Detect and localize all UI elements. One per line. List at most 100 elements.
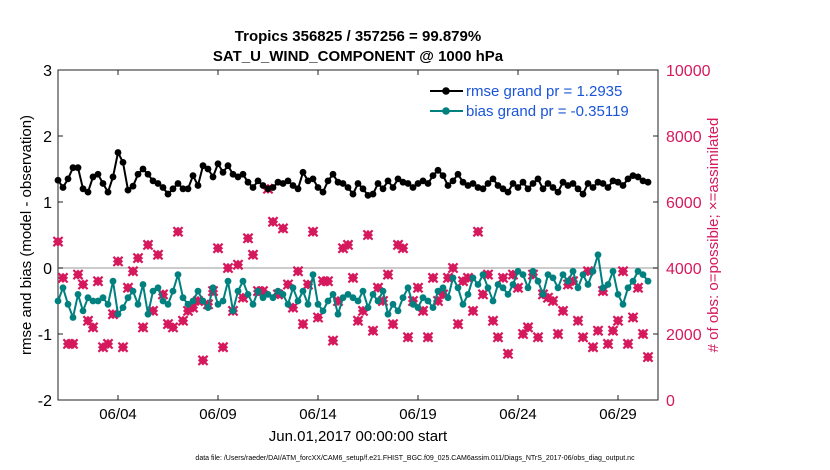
rmse-point [204,165,212,173]
bias-point [314,300,322,308]
bias-point [284,300,292,308]
obs-count-point [577,331,589,343]
bias-point [174,271,182,278]
rmse-point [149,177,157,185]
rmse-point [454,170,462,178]
rmse-point [414,180,422,187]
obs-count-point [477,289,489,300]
y-tick-label: 0 [43,261,52,278]
obs-count-point [92,275,104,287]
bias-point [629,277,637,285]
rmse-point [614,178,622,186]
bias-point [69,314,77,321]
bias-point [74,291,82,298]
rmse-point [494,182,502,189]
rmse-point [69,164,77,172]
y-tick-label: 3 [43,63,52,80]
rmse-point [299,168,307,176]
rmse-point [279,180,287,187]
obs-count-point [102,338,114,350]
bias-point [334,310,342,318]
obs-count-point [497,272,509,284]
obs-count-point [322,275,334,287]
bias-point [544,271,552,278]
rmse-point [439,172,447,180]
legend: rmse grand pr = 1.2935 bias grand pr = -… [424,78,652,122]
obs-count-point [82,315,94,327]
bias-point [639,271,647,278]
rmse-point [184,185,192,193]
bias-point [489,297,497,305]
rmse-point [314,184,322,191]
rmse-point [119,159,127,166]
rmse-point [359,185,367,193]
rmse-point [549,184,557,191]
rmse-point [524,185,532,193]
bias-point [149,287,157,295]
rmse-point [459,178,467,186]
obs-count-point [77,279,89,290]
obs-count-point [117,341,129,353]
obs-count-point [447,262,459,274]
y-axis-label: rmse and bias (model - observation) [18,115,35,355]
rmse-point [84,188,92,196]
y-tick-label-right: 2000 [666,327,702,344]
bias-point [254,287,262,295]
bias-point [444,294,452,302]
rmse-point [319,188,327,196]
bias-point [209,284,217,292]
rmse-point [209,173,217,181]
obs-count-point [622,338,634,350]
obs-count-point [367,325,379,337]
rmse-point [249,184,257,191]
obs-count-point [572,315,584,327]
rmse-point [229,170,237,178]
rmse-point [584,180,592,187]
x-tick-label: 06/29 [599,406,637,423]
rmse-point [134,170,142,178]
rmse-point [189,172,197,180]
bias-point [409,300,417,308]
y-tick-label-right: 6000 [666,195,702,212]
obs-count-point [607,325,619,337]
bias-point [464,291,472,298]
obs-count-point [327,335,339,346]
bias-point [454,284,462,292]
rmse-point [394,175,402,183]
rmse-point [269,184,277,191]
obs-count-point [197,355,209,366]
bias-point [429,304,437,311]
obs-count-point [642,351,654,363]
bias-point [99,294,107,302]
bias-point [439,284,447,292]
rmse-point [424,180,432,187]
bias-point [194,287,202,295]
bias-point [129,287,137,295]
bias-point [359,287,367,295]
bias-point [384,310,392,318]
rmse-point [254,177,262,185]
obs-count-point [137,322,149,333]
obs-count-point [127,265,139,277]
obs-count-point [152,249,164,261]
bias-point [604,281,612,288]
y-axis-label-right: # of obs: o=possible; ×=assimilated [705,118,722,353]
x-axis-label: Jun.01,2017 00:00:00 start [269,428,448,445]
obs-count-point [172,226,184,238]
bias-point [474,281,482,288]
bias-point [354,297,362,305]
bias-point [344,291,352,298]
obs-count-point [637,328,649,340]
obs-count-point [352,315,364,327]
rmse-point [379,185,387,193]
rmse-point [309,175,317,183]
y-tick-label: -2 [38,393,52,410]
obs-count-point [547,295,559,307]
bias-point [249,300,257,308]
bias-point [164,300,172,308]
bias-point [624,284,632,292]
obs-count-point [612,315,624,327]
bias-point [214,300,222,308]
obs-count-point [212,242,224,254]
obs-count-point [312,312,324,323]
